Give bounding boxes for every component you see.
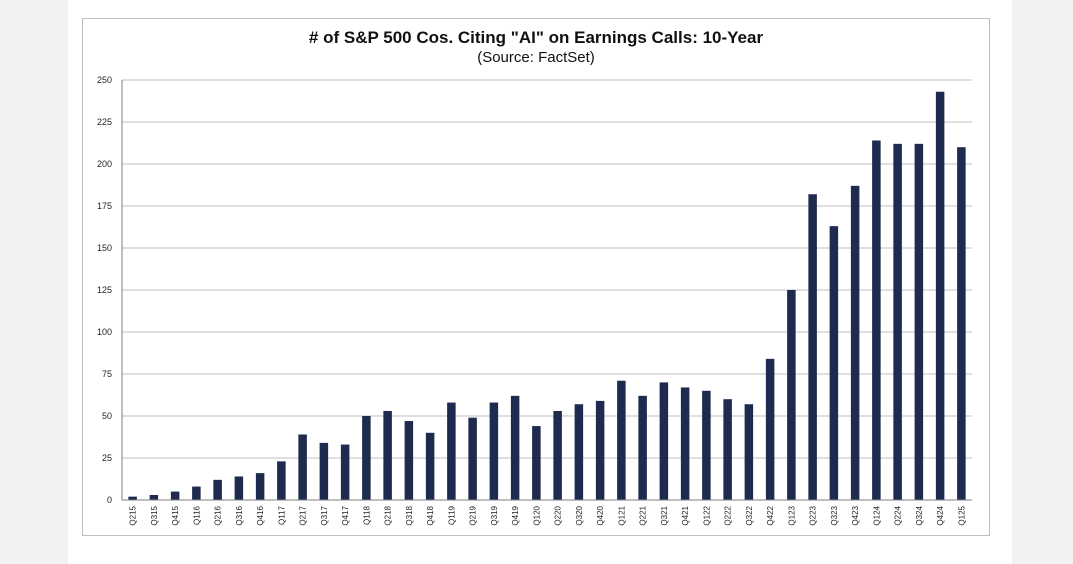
- x-tick-label: Q220: [554, 505, 563, 525]
- x-tick-label: Q323: [830, 505, 839, 525]
- bar-q123: [787, 290, 796, 500]
- x-tick-label: Q218: [384, 505, 393, 525]
- bar-q320: [574, 404, 584, 500]
- bar-q419: [510, 395, 520, 500]
- bar-q117: [277, 461, 286, 500]
- bar-q423: [850, 185, 860, 500]
- x-tick-label: Q418: [426, 505, 435, 525]
- y-tick-label: 150: [97, 243, 112, 253]
- x-tick-label: Q224: [894, 505, 903, 525]
- bar-q215: [128, 496, 137, 500]
- x-tick-label: Q217: [299, 505, 308, 525]
- bar-q317: [319, 442, 329, 500]
- bar-q223: [808, 194, 817, 501]
- x-tick-label: Q123: [787, 505, 796, 525]
- bar-q224: [893, 143, 902, 500]
- chart-subtitle: (Source: FactSet): [477, 49, 595, 66]
- x-tick-label: Q321: [660, 505, 669, 525]
- x-tick-label: Q221: [639, 505, 648, 525]
- y-tick-label: 25: [102, 453, 112, 463]
- y-tick-label: 250: [97, 75, 112, 85]
- bar-q116: [192, 486, 201, 500]
- x-tick-label: Q417: [341, 505, 350, 525]
- x-tick-label: Q318: [405, 505, 414, 525]
- x-tick-label: Q125: [957, 505, 966, 525]
- y-tick-label: 175: [97, 201, 112, 211]
- x-tick-label: Q421: [681, 505, 690, 525]
- x-tick-label: Q415: [171, 505, 180, 525]
- x-tick-label: Q317: [320, 505, 329, 525]
- bar-q125: [957, 147, 966, 500]
- bar-q424: [935, 91, 945, 500]
- y-tick-label: 100: [97, 327, 112, 337]
- bar-q218: [383, 410, 392, 500]
- chart-title: # of S&P 500 Cos. Citing "AI" on Earning…: [308, 28, 764, 47]
- x-tick-label: Q119: [447, 505, 456, 525]
- bar-q422: [765, 358, 775, 500]
- bar-q120: [532, 426, 541, 500]
- bar-q418: [425, 432, 435, 500]
- x-tick-label: Q215: [129, 505, 138, 525]
- bar-q119: [447, 402, 456, 500]
- x-tick-label: Q124: [872, 505, 881, 525]
- y-tick-label: 0: [107, 495, 112, 505]
- bar-q321: [659, 382, 669, 500]
- bar-q324: [914, 143, 924, 500]
- bar-q118: [362, 416, 371, 500]
- x-tick-label: Q316: [235, 505, 244, 525]
- x-tick-label: Q319: [490, 505, 499, 525]
- y-tick-label: 125: [97, 285, 112, 295]
- bar-q216: [213, 479, 222, 500]
- gridlines: [122, 79, 972, 459]
- x-tick-label: Q121: [617, 505, 626, 525]
- bar-q222: [723, 399, 732, 500]
- x-tick-label: Q416: [256, 505, 265, 525]
- x-tick-label: Q419: [511, 505, 520, 525]
- bar-q319: [489, 402, 499, 500]
- bar-q219: [468, 417, 477, 500]
- x-tick-label: Q118: [362, 505, 371, 525]
- x-tick-label: Q117: [277, 505, 286, 525]
- bar-q316: [234, 476, 244, 500]
- x-tick-label: Q420: [596, 505, 605, 525]
- bar-q124: [872, 140, 881, 500]
- bar-q420: [595, 400, 605, 500]
- x-tick-label: Q223: [809, 505, 818, 525]
- x-tick-label: Q324: [915, 505, 924, 525]
- x-tick-label: Q315: [150, 505, 159, 525]
- bar-q323: [829, 226, 839, 500]
- bar-q217: [298, 434, 307, 500]
- x-tick-label: Q116: [192, 505, 201, 525]
- bar-q416: [255, 473, 265, 500]
- y-tick-label: 50: [102, 411, 112, 421]
- x-tick-label: Q322: [745, 505, 754, 525]
- bar-q122: [702, 390, 711, 500]
- top-strip: [68, 0, 1012, 8]
- x-tick-label: Q424: [936, 505, 945, 525]
- x-tick-label: Q122: [702, 505, 711, 525]
- y-tick-label: 75: [102, 369, 112, 379]
- bar-q421: [680, 387, 690, 500]
- x-tick-label: Q222: [724, 505, 733, 525]
- x-tick-label: Q120: [532, 505, 541, 525]
- x-tick-label: Q320: [575, 505, 584, 525]
- x-tick-label: Q216: [214, 505, 223, 525]
- x-axis: Q215 Q315 Q415 Q116 Q216 Q316 Q416 Q117 Q217 Q317…: [122, 499, 972, 526]
- bar-q415: [170, 491, 180, 500]
- bar-q318: [404, 421, 414, 500]
- x-tick-label: Q219: [469, 505, 478, 525]
- bar-q322: [744, 404, 754, 500]
- x-tick-label: Q422: [766, 505, 775, 525]
- bar-q121: [617, 380, 626, 500]
- y-tick-label: 200: [97, 159, 112, 169]
- bar-q417: [340, 444, 350, 500]
- y-tick-label: 225: [97, 117, 112, 127]
- bar-chart: 0 25 50 75 100 125 150 175 200 225 250 Q215 Q315 Q41…: [97, 75, 972, 526]
- bar-q220: [553, 410, 562, 500]
- y-axis: 0 25 50 75 100 125 150 175 200 225 250: [97, 75, 123, 505]
- bar-q221: [638, 395, 647, 500]
- bars: [128, 91, 966, 501]
- x-tick-label: Q423: [851, 505, 860, 525]
- bar-q315: [149, 494, 159, 500]
